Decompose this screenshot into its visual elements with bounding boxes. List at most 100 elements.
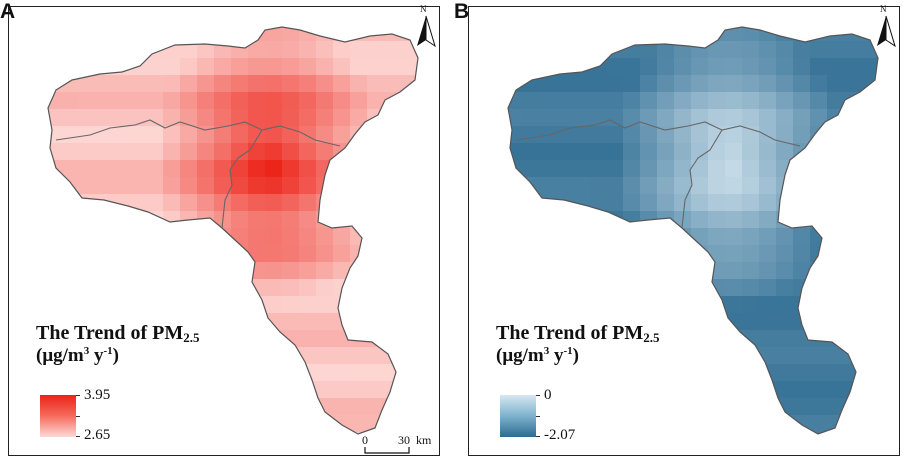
raster-cell	[146, 177, 164, 195]
raster-cell	[725, 143, 743, 161]
raster-cell	[759, 330, 777, 348]
color-ramp-b	[500, 395, 536, 437]
raster-cell	[384, 143, 402, 161]
raster-cell	[333, 296, 351, 314]
raster-cell	[282, 92, 300, 110]
north-arrow-icon	[877, 15, 896, 48]
raster-cell	[691, 432, 709, 434]
raster-cell	[316, 75, 334, 93]
raster-cell	[538, 41, 556, 59]
raster-cell	[555, 262, 573, 280]
legend-title-b: The Trend of PM2.5	[496, 322, 659, 349]
raster-cell	[265, 364, 283, 382]
raster-cell	[265, 381, 283, 399]
raster-cell	[282, 143, 300, 161]
raster-cell	[231, 262, 249, 280]
raster-cell	[508, 58, 522, 76]
raster-cell	[214, 92, 232, 110]
raster-cell	[606, 347, 624, 365]
raster-cell	[623, 415, 641, 433]
raster-cell	[231, 364, 249, 382]
raster-cell	[248, 296, 266, 314]
scale-line	[364, 447, 410, 454]
raster-cell	[521, 27, 539, 42]
raster-cell	[333, 177, 351, 195]
raster-cell	[316, 262, 334, 280]
raster-cell	[776, 58, 794, 76]
raster-cell	[606, 92, 624, 110]
raster-cell	[827, 41, 845, 59]
raster-cell	[197, 160, 215, 178]
raster-cell	[299, 245, 317, 263]
raster-cell	[146, 41, 164, 59]
raster-cell	[878, 160, 896, 178]
raster-cell	[708, 228, 726, 246]
raster-cell	[657, 313, 675, 331]
raster-cell	[793, 75, 811, 93]
raster-cell	[589, 211, 607, 229]
raster-cell	[146, 279, 164, 297]
raster-cell	[691, 27, 709, 42]
raster-cell	[78, 262, 96, 280]
raster-cell	[231, 143, 249, 161]
raster-cell	[146, 364, 164, 382]
raster-cell	[248, 75, 266, 93]
raster-cell	[538, 279, 556, 297]
raster-cell	[48, 160, 62, 178]
raster-cell	[521, 211, 539, 229]
raster-cell	[112, 92, 130, 110]
raster-cell	[640, 27, 658, 42]
raster-cell	[538, 109, 556, 127]
raster-cell	[674, 262, 692, 280]
raster-cell	[725, 296, 743, 314]
raster-cell	[606, 364, 624, 382]
raster-cell	[657, 347, 675, 365]
legend-unit-a: (μg/m3 y-1)	[36, 345, 119, 367]
raster-cell	[742, 313, 760, 331]
raster-cell	[742, 160, 760, 178]
raster-cell	[708, 296, 726, 314]
raster-cell	[248, 245, 266, 263]
raster-cell	[180, 109, 198, 127]
raster-cell	[418, 143, 436, 161]
raster-cell	[508, 92, 522, 110]
raster-cell	[333, 126, 351, 144]
raster-cell	[401, 194, 418, 212]
raster-cell	[725, 194, 743, 212]
raster-cell	[742, 58, 760, 76]
raster-cell	[827, 126, 845, 144]
raster-cell	[725, 75, 743, 93]
raster-cell	[384, 245, 402, 263]
raster-cell	[589, 126, 607, 144]
raster-cell	[640, 143, 658, 161]
raster-cell	[78, 75, 96, 93]
raster-cell	[657, 279, 675, 297]
raster-cell	[827, 313, 845, 331]
raster-cell	[555, 177, 573, 195]
raster-cell	[555, 398, 573, 416]
raster-cell	[95, 177, 113, 195]
raster-cell	[61, 228, 79, 246]
raster-cell	[282, 381, 300, 399]
raster-cell	[742, 27, 760, 42]
raster-cell	[572, 381, 590, 399]
raster-cell	[112, 415, 130, 433]
raster-cell	[265, 228, 283, 246]
raster-cell	[521, 92, 539, 110]
raster-cell	[861, 313, 878, 331]
raster-cell	[180, 364, 198, 382]
raster-cell	[742, 330, 760, 348]
raster-cell	[418, 364, 436, 382]
raster-cell	[350, 177, 368, 195]
raster-cell	[776, 126, 794, 144]
raster-cell	[282, 126, 300, 144]
raster-cell	[657, 415, 675, 433]
raster-cell	[640, 228, 658, 246]
raster-cell	[623, 262, 641, 280]
raster-cell	[282, 313, 300, 331]
raster-cell	[61, 211, 79, 229]
raster-cell	[555, 126, 573, 144]
raster-cell	[691, 194, 709, 212]
raster-cell	[384, 228, 402, 246]
raster-cell	[589, 27, 607, 42]
